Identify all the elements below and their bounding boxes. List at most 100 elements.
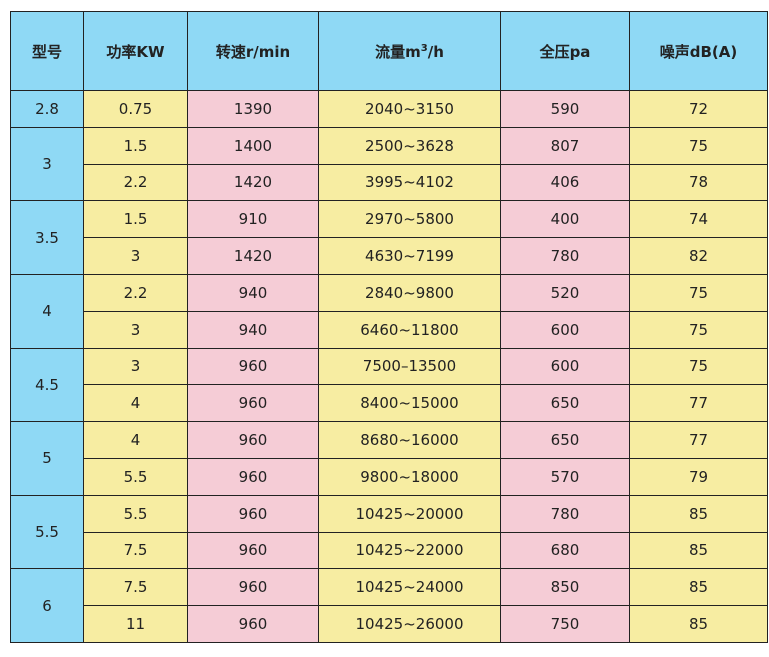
speed-cell: 960 <box>187 384 319 423</box>
header-flow-sup: 3 <box>420 42 428 54</box>
speed-cell: 1420 <box>187 163 319 202</box>
flow-cell: 10425~22000 <box>318 531 501 570</box>
model-cell: 2.8 <box>10 90 84 128</box>
power-cell: 2.2 <box>83 163 188 202</box>
power-cell: 5.5 <box>83 494 188 533</box>
noise-cell: 77 <box>629 421 768 459</box>
table-row: 11 960 10425~26000 750 85 <box>11 605 768 643</box>
noise-cell: 85 <box>629 494 768 533</box>
table-row: 5.5 960 9800~18000 570 79 <box>11 457 768 496</box>
pressure-cell: 680 <box>500 531 630 570</box>
power-cell: 2.2 <box>83 273 188 312</box>
pressure-cell: 650 <box>500 384 630 423</box>
table-row: 2.8 0.75 1390 2040~3150 590 72 <box>10 90 768 128</box>
speed-cell: 960 <box>187 531 319 570</box>
table-header: 型号 功率KW 转速r/min 流量m3/h 全压pa 噪声dB(A) <box>10 11 768 91</box>
noise-cell: 85 <box>629 568 768 607</box>
model-cell: 5 <box>10 421 84 496</box>
model-cell: 6 <box>10 568 84 643</box>
noise-cell: 75 <box>629 347 768 386</box>
header-flow-prefix: 流量m <box>375 42 421 61</box>
speed-cell: 960 <box>187 568 319 607</box>
pressure-cell: 650 <box>500 421 630 459</box>
header-power: 功率KW <box>83 11 188 91</box>
power-cell: 1.5 <box>83 200 188 239</box>
flow-cell: 4630~7199 <box>318 237 501 275</box>
model-cell: 3 <box>10 126 84 202</box>
speed-cell: 960 <box>187 494 319 533</box>
noise-cell: 75 <box>629 273 768 312</box>
flow-cell: 2500~3628 <box>318 126 501 165</box>
speed-cell: 1400 <box>187 126 319 165</box>
speed-cell: 1420 <box>187 237 319 275</box>
noise-cell: 75 <box>629 126 768 165</box>
flow-cell: 6460~11800 <box>318 310 501 349</box>
table-body: 2.8 0.75 1390 2040~3150 590 72 3 1.5 140… <box>10 90 768 643</box>
power-cell: 3 <box>83 237 188 275</box>
noise-cell: 72 <box>629 90 768 128</box>
power-cell: 4 <box>83 421 188 459</box>
speed-cell: 1390 <box>187 90 319 128</box>
speed-cell: 960 <box>187 457 319 496</box>
table-row: 3 1420 4630~7199 780 82 <box>11 237 768 275</box>
model-cell: 3.5 <box>10 200 84 275</box>
flow-cell: 10425~26000 <box>318 605 501 643</box>
flow-cell: 8400~15000 <box>318 384 501 423</box>
header-noise: 噪声dB(A) <box>629 11 768 91</box>
power-cell: 3 <box>83 310 188 349</box>
noise-cell: 85 <box>629 605 768 643</box>
flow-cell: 9800~18000 <box>318 457 501 496</box>
power-cell: 11 <box>83 605 188 643</box>
table-row: 6 7.5 960 10425~24000 850 85 <box>10 568 768 643</box>
flow-cell: 7500–13500 <box>318 347 501 386</box>
noise-cell: 75 <box>629 310 768 349</box>
flow-cell: 10425~24000 <box>318 568 501 607</box>
speed-cell: 940 <box>187 310 319 349</box>
flow-cell: 2970~5800 <box>318 200 501 239</box>
pressure-cell: 600 <box>500 310 630 349</box>
pressure-cell: 807 <box>500 126 630 165</box>
speed-cell: 910 <box>187 200 319 239</box>
model-cell: 5.5 <box>10 494 84 570</box>
header-flow-suffix: /h <box>427 42 444 61</box>
fan-spec-table: 型号 功率KW 转速r/min 流量m3/h 全压pa 噪声dB(A) 2.8 … <box>10 11 768 643</box>
header-row: 型号 功率KW 转速r/min 流量m3/h 全压pa 噪声dB(A) <box>10 11 768 91</box>
noise-cell: 77 <box>629 384 768 423</box>
pressure-cell: 780 <box>500 494 630 533</box>
speed-cell: 940 <box>187 273 319 312</box>
table-row: 5 4 960 8680~16000 650 77 <box>10 421 768 496</box>
pressure-cell: 750 <box>500 605 630 643</box>
power-cell: 7.5 <box>83 568 188 607</box>
flow-cell: 2840~9800 <box>318 273 501 312</box>
table-row: 5.5 5.5 960 10425~20000 780 85 <box>10 494 768 570</box>
table-row: 2.2 1420 3995~4102 406 78 <box>11 163 768 202</box>
flow-cell: 8680~16000 <box>318 421 501 459</box>
power-cell: 3 <box>83 347 188 386</box>
noise-cell: 78 <box>629 163 768 202</box>
noise-cell: 79 <box>629 457 768 496</box>
table-row: 3 1.5 1400 2500~3628 807 75 <box>10 126 768 202</box>
table-row: 4.5 3 960 7500–13500 600 75 <box>10 347 768 423</box>
flow-cell: 10425~20000 <box>318 494 501 533</box>
header-flow: 流量m3/h <box>318 11 501 91</box>
power-cell: 0.75 <box>83 90 188 128</box>
model-cell: 4.5 <box>10 347 84 423</box>
flow-cell: 3995~4102 <box>318 163 501 202</box>
flow-cell: 2040~3150 <box>318 90 501 128</box>
pressure-cell: 406 <box>500 163 630 202</box>
header-model: 型号 <box>10 11 84 91</box>
speed-cell: 960 <box>187 421 319 459</box>
table-row: 7.5 960 10425~22000 680 85 <box>11 531 768 570</box>
pressure-cell: 400 <box>500 200 630 239</box>
pressure-cell: 520 <box>500 273 630 312</box>
speed-cell: 960 <box>187 347 319 386</box>
table-row: 4 2.2 940 2840~9800 520 75 <box>10 273 768 349</box>
pressure-cell: 590 <box>500 90 630 128</box>
power-cell: 5.5 <box>83 457 188 496</box>
pressure-cell: 570 <box>500 457 630 496</box>
pressure-cell: 850 <box>500 568 630 607</box>
header-speed: 转速r/min <box>187 11 319 91</box>
power-cell: 7.5 <box>83 531 188 570</box>
pressure-cell: 600 <box>500 347 630 386</box>
table-row: 4 960 8400~15000 650 77 <box>11 384 768 423</box>
